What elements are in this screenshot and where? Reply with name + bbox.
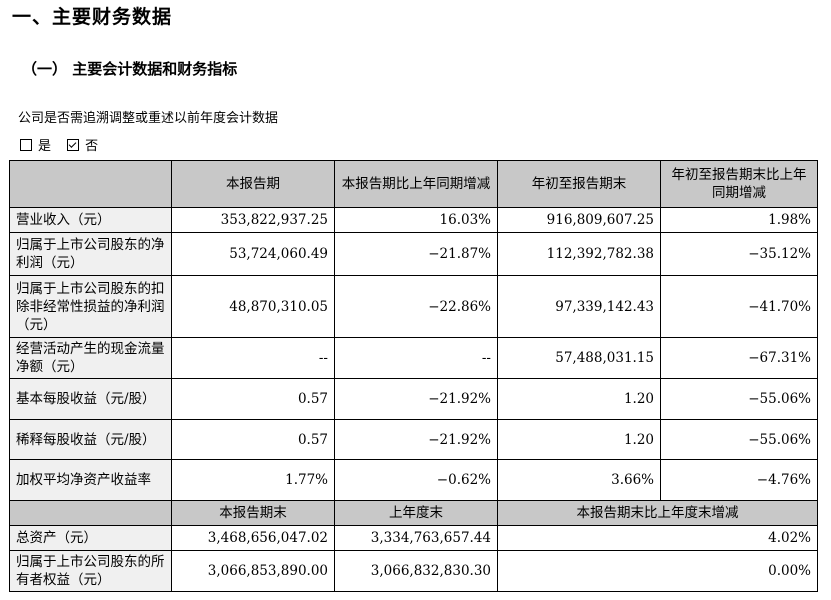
option-no-label: 否 xyxy=(85,139,99,154)
cell: 97,339,142.43 xyxy=(497,275,661,338)
row-label: 经营活动产生的现金流量净额（元） xyxy=(9,337,172,379)
cell: 4.02% xyxy=(497,525,818,551)
cell: 1.77% xyxy=(171,459,335,501)
table-row: 稀释每股收益（元/股） 0.57 −21.92% 1.20 −55.06% xyxy=(9,419,818,460)
option-no[interactable]: 否 xyxy=(67,139,104,154)
cell: 1.20 xyxy=(497,419,661,460)
header-period-end: 本报告期末 xyxy=(171,500,335,526)
cell: −41.70% xyxy=(660,275,818,338)
row-label: 基本每股收益（元/股） xyxy=(9,378,172,420)
table-row: 归属于上市公司股东的扣除非经常性损益的净利润（元） 48,870,310.05 … xyxy=(9,275,818,338)
row-label: 归属于上市公司股东的所有者权益（元） xyxy=(9,550,172,592)
cell: −21.92% xyxy=(334,378,498,420)
table1-header-row: 本报告期 本报告期比上年同期增减 年初至报告期末 年初至报告期末比上年同期增减 xyxy=(9,160,818,208)
row-label: 营业收入（元） xyxy=(9,207,172,233)
table-row: 归属于上市公司股东的净利润（元） 53,724,060.49 −21.87% 1… xyxy=(9,232,818,276)
row-label: 稀释每股收益（元/股） xyxy=(9,419,172,460)
table-row: 加权平均净资产收益率 1.77% −0.62% 3.66% −4.76% xyxy=(9,459,818,501)
cell: -- xyxy=(334,337,498,379)
cell: 16.03% xyxy=(334,207,498,233)
cell: 3.66% xyxy=(497,459,661,501)
cell: -- xyxy=(171,337,335,379)
cell: −55.06% xyxy=(660,419,818,460)
checkbox-checked-icon[interactable] xyxy=(67,139,80,151)
option-yes[interactable]: 是 xyxy=(20,139,61,154)
header-ytd-change: 年初至报告期末比上年同期增减 xyxy=(660,160,818,208)
table-row: 经营活动产生的现金流量净额（元） -- -- 57,488,031.15 −67… xyxy=(9,337,818,379)
cell: −4.76% xyxy=(660,459,818,501)
section-heading: 一、主要财务数据 xyxy=(12,6,173,28)
cell: 53,724,060.49 xyxy=(171,232,335,276)
header-current-period-change: 本报告期比上年同期增减 xyxy=(334,160,498,208)
cell: 3,066,832,830.30 xyxy=(334,550,498,592)
cell: 0.57 xyxy=(171,419,335,460)
cell: −21.92% xyxy=(334,419,498,460)
table-row: 营业收入（元） 353,822,937.25 16.03% 916,809,60… xyxy=(9,207,818,233)
cell: 3,066,853,890.00 xyxy=(171,550,335,592)
cell: 112,392,782.38 xyxy=(497,232,661,276)
option-yes-label: 是 xyxy=(38,139,52,154)
cell: 3,334,763,657.44 xyxy=(334,525,498,551)
header-prior-year-end: 上年度末 xyxy=(334,500,498,526)
row-label: 总资产（元） xyxy=(9,525,172,551)
checkbox-unchecked-icon[interactable] xyxy=(20,139,32,151)
row-label: 归属于上市公司股东的净利润（元） xyxy=(9,232,172,276)
restatement-options: 是 否 xyxy=(20,135,110,154)
table-row: 归属于上市公司股东的所有者权益（元） 3,066,853,890.00 3,06… xyxy=(9,550,818,592)
cell: 57,488,031.15 xyxy=(497,337,661,379)
header-ytd: 年初至报告期末 xyxy=(497,160,661,208)
cell: 1.98% xyxy=(660,207,818,233)
row-label: 加权平均净资产收益率 xyxy=(9,459,172,501)
table2-header-row: 本报告期末 上年度末 本报告期末比上年度末增减 xyxy=(9,500,818,526)
cell: 353,822,937.25 xyxy=(171,207,335,233)
header-blank xyxy=(9,160,172,208)
cell: −55.06% xyxy=(660,378,818,420)
cell: 916,809,607.25 xyxy=(497,207,661,233)
table-row: 基本每股收益（元/股） 0.57 −21.92% 1.20 −55.06% xyxy=(9,378,818,420)
subsection-heading: （一） 主要会计数据和财务指标 xyxy=(22,60,238,78)
cell: 48,870,310.05 xyxy=(171,275,335,338)
header-period-end-change: 本报告期末比上年度末增减 xyxy=(497,500,818,526)
row-label: 归属于上市公司股东的扣除非经常性损益的净利润（元） xyxy=(9,275,172,338)
cell: 1.20 xyxy=(497,378,661,420)
cell: 3,468,656,047.02 xyxy=(171,525,335,551)
cell: 0.00% xyxy=(497,550,818,592)
cell: −0.62% xyxy=(334,459,498,501)
restatement-question: 公司是否需追溯调整或重述以前年度会计数据 xyxy=(18,111,279,126)
cell: −22.86% xyxy=(334,275,498,338)
cell: −21.87% xyxy=(334,232,498,276)
header-blank xyxy=(9,500,172,526)
table-row: 总资产（元） 3,468,656,047.02 3,334,763,657.44… xyxy=(9,525,818,551)
header-current-period: 本报告期 xyxy=(171,160,335,208)
cell: 0.57 xyxy=(171,378,335,420)
cell: −35.12% xyxy=(660,232,818,276)
financial-data-table: 本报告期 本报告期比上年同期增减 年初至报告期末 年初至报告期末比上年同期增减 … xyxy=(9,160,818,592)
cell: −67.31% xyxy=(660,337,818,379)
